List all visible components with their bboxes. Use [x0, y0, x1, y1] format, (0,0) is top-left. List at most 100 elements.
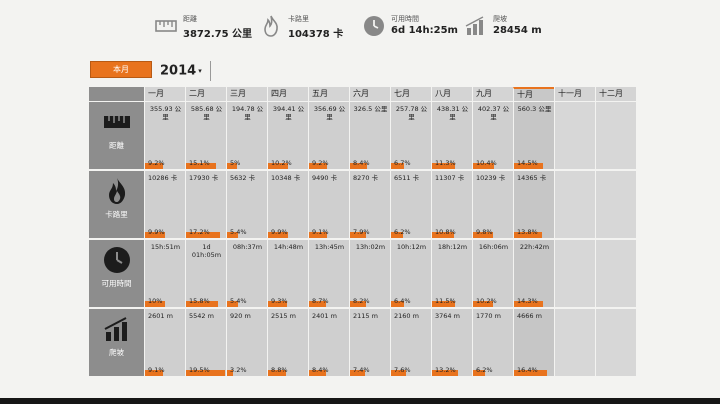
summary-climb-label: 爬坡 [493, 15, 507, 23]
cell-value: 10348 卡 [271, 174, 301, 182]
cell-value: 18h:12m [437, 243, 468, 251]
row-header-distance: 距離 [89, 101, 144, 169]
share-bar [145, 301, 165, 307]
current-month-button[interactable]: 本月 [90, 61, 152, 78]
cell-percent: 10.4% [476, 159, 497, 167]
cell-distance-5[interactable]: 356.69 公里 9.2% [309, 101, 349, 169]
cell-value: 402.37 公里 [477, 105, 510, 121]
cell-time-7[interactable]: 10h:12m 6.4% [391, 239, 431, 307]
cell-distance-6[interactable]: 326.5 公里 8.4% [350, 101, 390, 169]
cell-percent: 14.5% [517, 159, 538, 167]
row-header-time: 可用時間 [89, 239, 144, 307]
share-bar [473, 301, 494, 307]
summary-distance-label: 距離 [183, 15, 197, 23]
cell-percent: 17.2% [189, 228, 210, 236]
cell-climb-9[interactable]: 1770 m 6.2% [473, 308, 513, 376]
year-value: 2014 [160, 63, 197, 79]
cell-value: 10h:12m [396, 243, 427, 251]
share-bar [227, 232, 238, 238]
cell-climb-3[interactable]: 920 m 3.2% [227, 308, 267, 376]
cell-climb-8[interactable]: 3764 m 13.2% [432, 308, 472, 376]
cell-distance-8[interactable]: 438.31 公里 11.3% [432, 101, 472, 169]
summary-calories-label: 卡路里 [288, 15, 309, 23]
cell-value: 5542 m [189, 312, 214, 320]
cell-calories-2[interactable]: 17930 卡 17.2% [186, 170, 226, 238]
row-label-distance: 距離 [109, 141, 124, 150]
month-header-11: 十一月 [554, 87, 595, 101]
cell-value: 6511 卡 [394, 174, 420, 182]
cell-percent: 9.3% [271, 297, 288, 305]
cell-calories-5[interactable]: 9490 卡 9.1% [309, 170, 349, 238]
cell-percent: 3.2% [230, 366, 247, 374]
cell-distance-10[interactable]: 560.3 公里 14.5% [514, 101, 554, 169]
share-bar [514, 301, 543, 307]
cell-time-9[interactable]: 16h:06m 10.2% [473, 239, 513, 307]
cell-value: 10286 卡 [148, 174, 178, 182]
summary-climb-value: 28454 m [493, 25, 542, 36]
cell-value: 920 m [230, 312, 251, 320]
cell-time-6[interactable]: 13h:02m 8.2% [350, 239, 390, 307]
share-bar [391, 370, 407, 376]
share-bar [432, 301, 455, 307]
month-header-4: 四月 [267, 87, 308, 101]
cell-time-8[interactable]: 18h:12m 11.5% [432, 239, 472, 307]
cell-calories-7[interactable]: 6511 卡 6.2% [391, 170, 431, 238]
cell-calories-3[interactable]: 5632 卡 5.4% [227, 170, 267, 238]
cell-distance-2[interactable]: 585.68 公里 15.1% [186, 101, 226, 169]
cell-calories-10[interactable]: 14365 卡 13.8% [514, 170, 554, 238]
cell-time-2[interactable]: 1d 01h:05m 15.8% [186, 239, 226, 307]
cell-percent: 8.2% [353, 297, 370, 305]
cell-climb-1[interactable]: 2601 m 9.1% [145, 308, 185, 376]
month-header-3: 三月 [226, 87, 267, 101]
share-bar [309, 232, 328, 238]
cell-time-1[interactable]: 15h:51m 10% [145, 239, 185, 307]
cell-value: 13h:45m [314, 243, 345, 251]
bottom-bar [0, 398, 720, 404]
cell-climb-7[interactable]: 2160 m 7.6% [391, 308, 431, 376]
cell-distance-3[interactable]: 194.78 公里 5% [227, 101, 267, 169]
cell-distance-9[interactable]: 402.37 公里 10.4% [473, 101, 513, 169]
cell-percent: 9.9% [271, 228, 288, 236]
cell-percent: 19.5% [189, 366, 210, 374]
year-dropdown[interactable]: 2014 ▾ [160, 61, 211, 81]
cell-value: 10239 卡 [476, 174, 506, 182]
cell-calories-6[interactable]: 8270 卡 7.9% [350, 170, 390, 238]
cell-climb-10[interactable]: 4666 m 16.4% [514, 308, 554, 376]
cell-climb-2[interactable]: 5542 m 19.5% [186, 308, 226, 376]
share-bar [186, 232, 221, 238]
month-header-1: 一月 [144, 87, 185, 101]
cell-time-5[interactable]: 13h:45m 8.7% [309, 239, 349, 307]
chevron-down-icon: ▾ [198, 67, 202, 75]
cell-climb-6[interactable]: 2115 m 7.4% [350, 308, 390, 376]
cell-percent: 9.9% [148, 228, 165, 236]
cell-percent: 7.4% [353, 366, 370, 374]
cell-value: 2160 m [394, 312, 419, 320]
month-header-12: 十二月 [595, 87, 636, 101]
cell-time-10[interactable]: 22h:42m 14.3% [514, 239, 554, 307]
cell-time-11 [555, 239, 595, 307]
cell-value: 394.41 公里 [272, 105, 305, 121]
cell-climb-5[interactable]: 2401 m 8.4% [309, 308, 349, 376]
cell-calories-9[interactable]: 10239 卡 9.8% [473, 170, 513, 238]
cell-time-4[interactable]: 14h:48m 9.3% [268, 239, 308, 307]
cell-distance-4[interactable]: 394.41 公里 10.2% [268, 101, 308, 169]
share-bar [309, 163, 328, 169]
cell-value: 1d 01h:05m [191, 243, 222, 259]
cell-percent: 11.3% [435, 159, 456, 167]
cell-percent: 9.2% [148, 159, 165, 167]
cell-calories-8[interactable]: 11307 卡 10.8% [432, 170, 472, 238]
cell-distance-1[interactable]: 355.93 公里 9.2% [145, 101, 185, 169]
cell-calories-4[interactable]: 10348 卡 9.9% [268, 170, 308, 238]
cell-value: 22h:42m [519, 243, 550, 251]
cell-calories-1[interactable]: 10286 卡 9.9% [145, 170, 185, 238]
cell-calories-12 [596, 170, 636, 238]
row-header-calories: 卡路里 [89, 170, 144, 238]
share-bar [350, 232, 366, 238]
flame-icon [264, 15, 278, 37]
month-header-5: 五月 [308, 87, 349, 101]
cell-distance-7[interactable]: 257.78 公里 6.7% [391, 101, 431, 169]
share-bar [145, 232, 165, 238]
share-bar [186, 370, 225, 376]
cell-climb-4[interactable]: 2515 m 8.8% [268, 308, 308, 376]
cell-time-3[interactable]: 08h:37m 5.4% [227, 239, 267, 307]
